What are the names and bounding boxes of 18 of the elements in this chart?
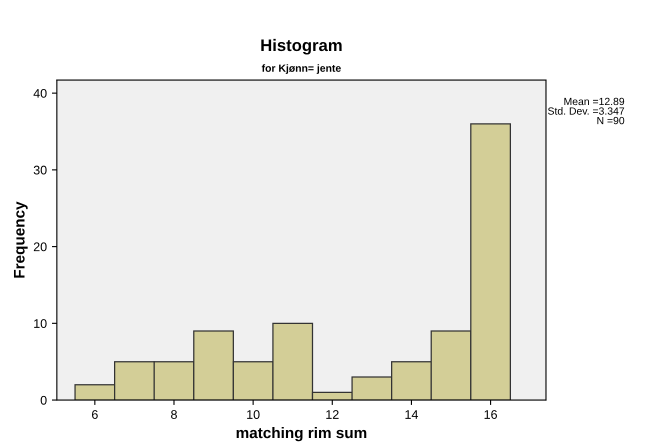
y-axis-title: Frequency	[14, 202, 28, 278]
text: Std. Dev. =3.347	[548, 107, 624, 115]
text: N =90	[597, 116, 624, 124]
x-tick-label: 8	[171, 410, 177, 419]
x-tick-label: 6	[92, 410, 98, 419]
x-axis-title: matching rim sum	[236, 426, 366, 442]
y-tick-label: 40	[34, 88, 47, 98]
text: Mean =12.89	[564, 98, 624, 106]
x-tick-label: 10	[247, 410, 260, 419]
chart-subtitle: for Kjønn= jente	[262, 64, 341, 74]
x-tick-label: 12	[326, 410, 339, 419]
y-tick-label: 30	[34, 166, 47, 175]
y-tick-label: 20	[34, 242, 47, 252]
y-tick-label: 10	[34, 319, 47, 328]
x-tick-label: 14	[405, 410, 418, 419]
chart-title: Histogram	[261, 38, 342, 55]
y-tick-label: 0	[40, 396, 47, 405]
x-tick-label: 16	[484, 410, 497, 419]
